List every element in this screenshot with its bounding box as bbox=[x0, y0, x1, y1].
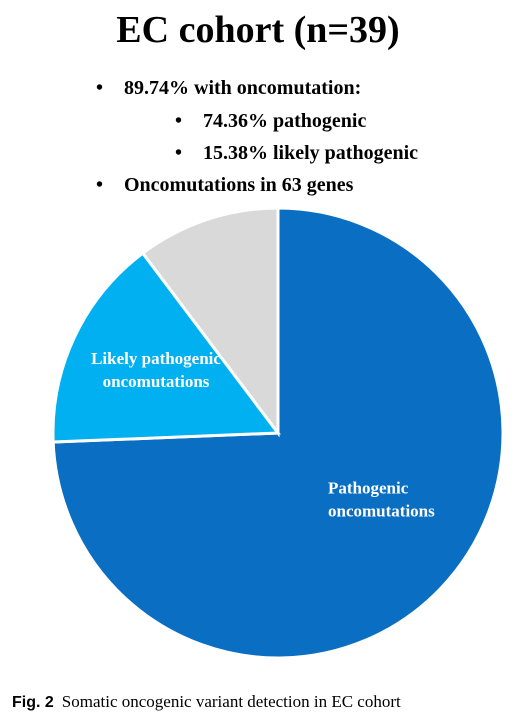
bullet-dot: • bbox=[96, 77, 104, 99]
bullet-gene-count: • Oncomutations in 63 genes bbox=[96, 173, 353, 197]
bullet-text: 89.74% with oncomutation: bbox=[124, 77, 362, 99]
bullet-oncomutation-rate: • 89.74% with oncomutation: bbox=[96, 76, 361, 100]
bullet-text: 74.36% pathogenic bbox=[203, 110, 367, 132]
bullet-text: 15.38% likely pathogenic bbox=[203, 142, 419, 164]
slice-label-1: Likely pathogenic oncomutations bbox=[91, 349, 221, 391]
figure-caption: Fig. 2 Somatic oncogenic variant detectio… bbox=[12, 692, 401, 712]
bullet-dot: • bbox=[96, 174, 104, 196]
figure-label: Fig. 2 bbox=[12, 694, 54, 711]
bullet-pathogenic: • 74.36% pathogenic bbox=[175, 109, 366, 133]
slice-label-0: Pathogenic oncomutations bbox=[328, 479, 435, 521]
bullet-text: Oncomutations in 63 genes bbox=[124, 174, 354, 196]
pie-slice-1 bbox=[51, 251, 281, 444]
bullet-likely-pathogenic: • 15.38% likely pathogenic bbox=[175, 141, 418, 165]
pie-chart: Pathogenic oncomutations Likely pathogenic… bbox=[51, 206, 505, 660]
bullet-dot: • bbox=[175, 110, 183, 132]
bullet-dot: • bbox=[175, 142, 183, 164]
pie-slice-2 bbox=[140, 206, 280, 438]
chart-title: EC cohort (n=39) bbox=[116, 9, 400, 51]
caption-text: Somatic oncogenic variant detection in E… bbox=[61, 692, 401, 711]
